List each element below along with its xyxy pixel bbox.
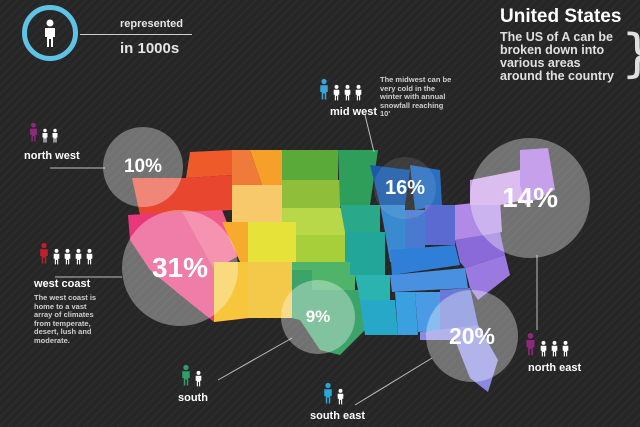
map-region-carolinas (465, 255, 510, 300)
person-icon (540, 340, 547, 357)
person-icon (344, 84, 351, 101)
person-icon (526, 333, 535, 356)
label-west-coast: west coast (34, 278, 91, 290)
label-south-east: south east (310, 410, 366, 422)
person-icon (195, 370, 202, 387)
legend-unit: in 1000s (120, 40, 180, 57)
map-region-alabama (415, 292, 440, 332)
map-region-oklahoma (292, 262, 355, 290)
person-icon (42, 128, 48, 143)
note-mid-west: The midwest can be very cold in the wint… (380, 75, 452, 118)
map-region-illinois (380, 205, 405, 262)
map-region-colorado (248, 222, 296, 262)
map-region-tennessee (390, 268, 468, 292)
person-icon (324, 382, 332, 404)
bubble-north-east: 14% (470, 138, 590, 258)
map-region-north-dakota (282, 150, 338, 180)
map-region-indiana (405, 210, 425, 255)
map-region-kansas (296, 235, 350, 262)
map-region-minnesota (338, 150, 378, 205)
leader-mid-west (364, 114, 375, 153)
person-icon (355, 84, 362, 101)
legend-line (80, 34, 192, 35)
map-region-mississippi (395, 292, 418, 335)
right-brace-icon: } (621, 28, 640, 80)
page-title: United States (500, 6, 622, 27)
people-north-west (28, 120, 59, 144)
legend-ring (22, 5, 78, 61)
people-west-coast (38, 240, 94, 266)
page-subtitle: The US of A can be broken down into vari… (500, 30, 614, 83)
map-region-virginia (455, 232, 505, 268)
map-region-south-dakota (282, 180, 340, 208)
person-icon (182, 364, 190, 386)
person-icon (333, 84, 340, 101)
note-west-coast: The west coast is home to a vast array o… (34, 293, 97, 345)
person-icon (64, 248, 71, 265)
people-south-east (322, 380, 345, 406)
leader-south (217, 337, 293, 381)
legend-label: represented (120, 18, 183, 30)
label-south: south (178, 392, 208, 404)
label-mid-west: mid west (330, 106, 378, 118)
person-icon (52, 128, 58, 143)
map-region-pennsylvania (455, 200, 502, 240)
map-region-montana (250, 150, 282, 185)
leader-south-east (354, 357, 433, 406)
person-icon (40, 242, 48, 264)
map-region-washington (186, 150, 232, 178)
map-region-arizona (214, 262, 248, 322)
map-region-wyoming (232, 185, 282, 222)
map-region-new-mexico (248, 262, 292, 318)
map-region-texas (292, 270, 365, 355)
map-region-florida (420, 325, 498, 392)
person-icon (562, 340, 569, 357)
label-north-west: north west (24, 150, 80, 162)
bubble-north-west: 10% (103, 127, 183, 207)
person-icon (86, 248, 93, 265)
map-region-wisconsin (370, 165, 410, 205)
bubble-south-east: 20% (426, 290, 518, 382)
map-region-utah (222, 222, 248, 262)
person-icon (551, 340, 558, 357)
bubble-mid-west: 16% (374, 157, 436, 219)
map-region-michigan (410, 165, 442, 210)
person-icon (45, 19, 55, 47)
map-region-kentucky (390, 245, 460, 275)
map-region-missouri (345, 232, 385, 275)
label-north-east: north east (528, 362, 582, 374)
map-region-arkansas (355, 275, 390, 300)
map-region-georgia (440, 288, 478, 330)
person-icon (337, 388, 344, 405)
map-region-new-york (470, 170, 525, 205)
bubble-west-coast: 31% (122, 210, 238, 326)
person-icon (53, 248, 60, 265)
map-region-iowa (340, 205, 380, 232)
map-region-louisiana (360, 300, 398, 335)
map-region-new-england (520, 148, 555, 205)
people-north-east (524, 330, 570, 358)
bubble-south: 9% (281, 280, 355, 354)
person-icon (320, 78, 328, 100)
people-mid-west (318, 76, 363, 102)
person-icon (30, 122, 37, 142)
map-region-oregon (132, 175, 232, 215)
people-south (180, 362, 203, 388)
person-icon (75, 248, 82, 265)
map-region-ohio (425, 205, 455, 245)
map-region-nebraska (282, 208, 345, 235)
